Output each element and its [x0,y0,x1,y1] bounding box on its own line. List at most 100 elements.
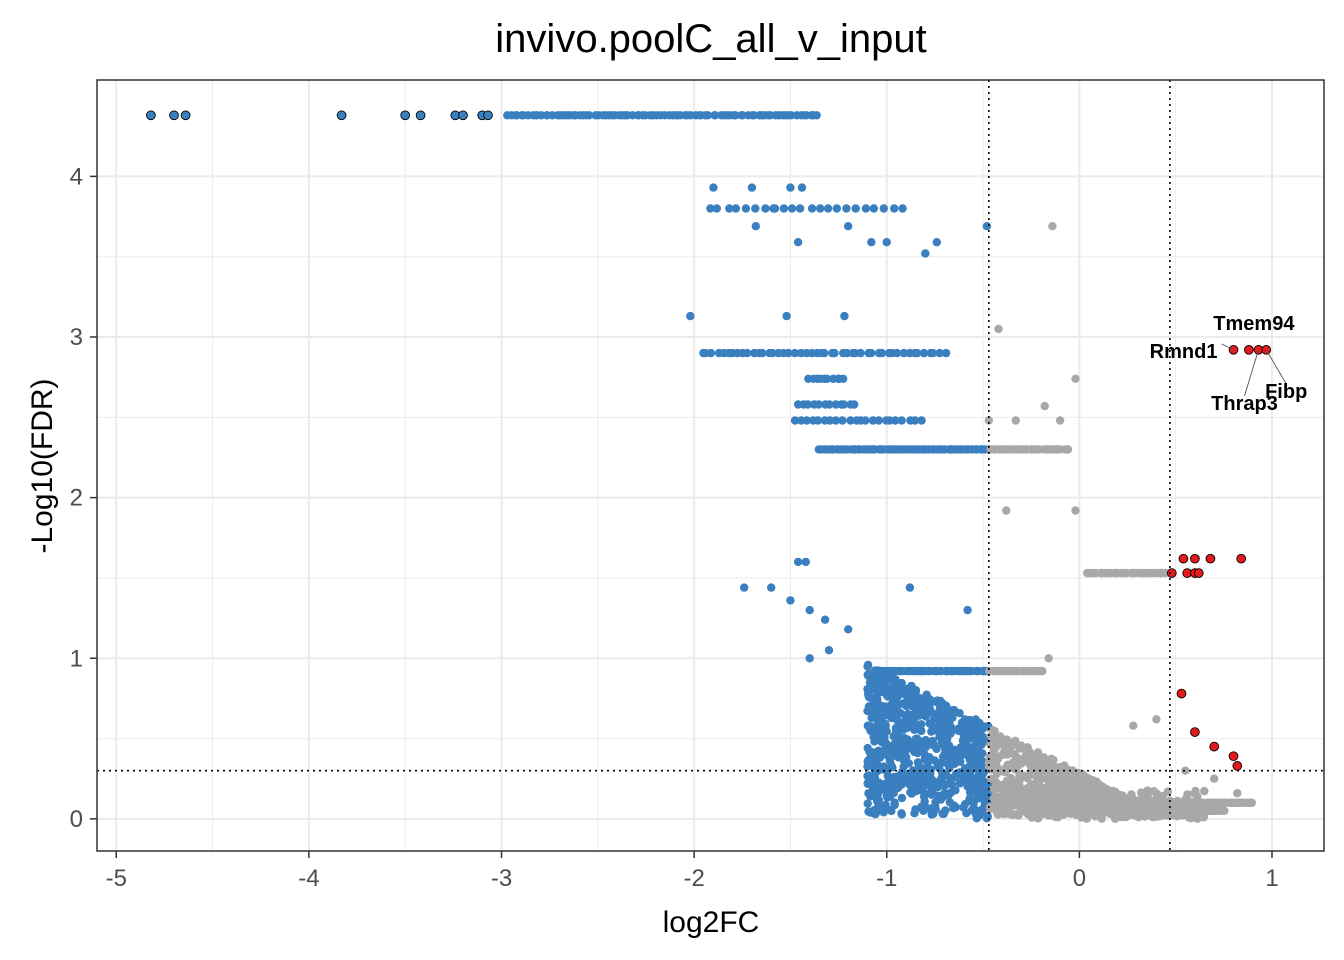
data-point [1071,506,1080,515]
data-point [970,786,979,795]
data-point [1105,806,1114,815]
data-point [894,680,903,689]
data-point [709,183,718,192]
data-point [770,204,780,213]
data-point [831,416,840,425]
data-point [937,735,946,744]
data-point [897,793,907,803]
data-point [891,416,900,425]
data-point [945,720,954,729]
data-point [928,348,937,358]
plot-panel [97,80,1324,851]
data-point [850,400,859,409]
data-point [1131,808,1140,817]
data-point [982,222,992,231]
data-point [1199,813,1209,822]
data-point [832,204,841,213]
data-point [787,111,796,120]
data-point [1081,794,1090,803]
data-point [972,814,981,823]
data-point [400,110,411,121]
data-point [902,721,911,730]
data-point [886,787,895,796]
x-tick-label: 1 [1265,865,1278,892]
data-point [869,204,878,213]
data-point [846,416,855,425]
data-point [919,348,929,358]
data-point [908,710,917,719]
data-point [1048,222,1057,231]
data-point [1210,774,1219,783]
data-point [874,799,883,809]
data-point [797,183,807,192]
data-point [892,348,902,358]
data-point [861,416,870,425]
data-point [1022,757,1031,766]
data-point [921,249,930,258]
data-point [991,743,1000,753]
data-point [786,596,795,605]
data-point [585,111,594,120]
data-point [839,400,848,409]
data-point [1139,796,1148,805]
data-point [1007,801,1016,811]
data-point [1025,788,1034,798]
data-point [867,348,876,358]
data-point [1261,344,1272,355]
data-point [919,744,928,754]
data-point [706,204,715,213]
data-point [1152,715,1161,724]
data-point [920,754,929,764]
data-point [984,416,993,425]
data-point [1071,374,1080,383]
data-point [935,348,944,358]
data-point [960,728,969,737]
data-point [1058,775,1067,785]
data-point [686,311,695,321]
data-point [1193,568,1204,578]
data-point [1165,807,1174,817]
data-point [883,764,893,774]
data-point [883,750,892,760]
x-tick-label: -4 [298,865,319,892]
data-point [867,238,876,247]
data-point [415,110,426,121]
data-point [871,731,880,741]
label-leader-line [1265,349,1287,385]
data-point [1064,802,1073,812]
data-point [890,800,899,810]
data-point [710,111,720,120]
data-point [1045,785,1054,795]
data-point [991,751,1000,761]
data-point [786,183,795,192]
data-point [1046,804,1055,813]
data-point [1178,553,1189,564]
data-point [842,204,851,213]
x-tick-label: -2 [683,865,704,892]
data-point [703,111,712,120]
gene-label: Fibp [1265,381,1307,403]
data-point [888,697,898,706]
data-point [751,204,760,213]
data-point [864,807,873,816]
data-point [146,110,156,121]
data-point [863,743,872,753]
data-point [768,348,777,358]
data-point [784,348,793,358]
data-point [955,709,964,718]
data-point [830,348,839,358]
data-point [1148,813,1157,822]
data-point [873,698,882,708]
data-point [758,348,767,358]
data-point [945,763,954,773]
data-point [927,781,936,791]
data-point [1160,568,1170,578]
data-point [966,774,976,784]
data-point [969,799,978,808]
data-point [1039,753,1049,762]
data-point [911,724,920,734]
data-point [1129,801,1138,811]
data-point [946,773,955,783]
data-point [1184,813,1194,822]
data-point [861,204,871,213]
